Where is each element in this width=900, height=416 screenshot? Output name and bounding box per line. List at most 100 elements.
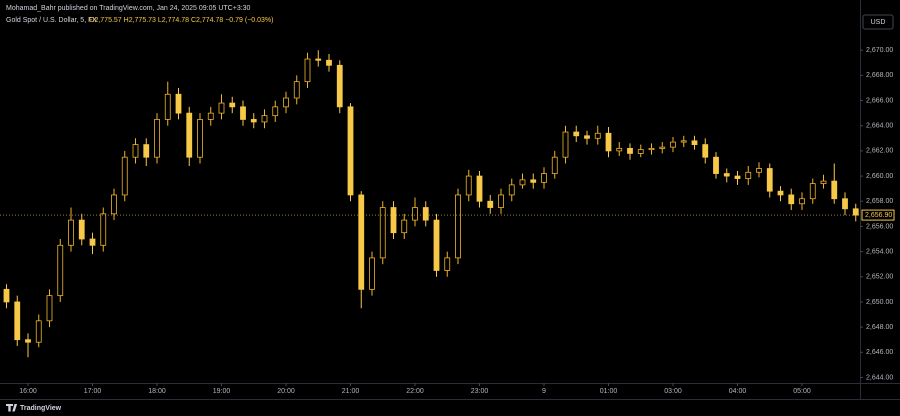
candle-body (842, 198, 848, 210)
candle-body (283, 97, 289, 108)
candle-body (89, 238, 96, 246)
candle-body (347, 106, 354, 196)
y-tick-label: 2,656.00 (866, 223, 893, 230)
candle-body (541, 173, 547, 183)
candle-body (799, 198, 805, 205)
candle-body (465, 175, 472, 196)
x-tick-label: 20:00 (277, 388, 295, 395)
candle-body (315, 58, 322, 61)
last-price-box (861, 209, 895, 221)
candle-body (207, 112, 214, 120)
candle-body (390, 207, 397, 234)
candle-body (637, 149, 644, 154)
candle-body (272, 106, 279, 117)
candle-body (820, 180, 827, 185)
candle-body (186, 112, 193, 158)
x-tick-label: 05:00 (793, 388, 811, 395)
candle-body (35, 320, 42, 343)
candle-body (336, 64, 343, 108)
publisher: Mohamad_Bahr published on TradingView.co… (6, 5, 251, 12)
candle-body (14, 301, 21, 341)
candle-body (627, 147, 633, 154)
x-tick-label: 03:00 (664, 388, 682, 395)
candle-body (68, 219, 74, 246)
candle-body (444, 257, 451, 271)
candle-body (831, 180, 838, 200)
candle-body (562, 131, 569, 158)
candle-body (777, 190, 784, 196)
candle-body (121, 156, 128, 196)
symbol-title: Gold Spot / U.S. Dollar, 5, FX (6, 17, 97, 24)
candle-body (648, 147, 655, 151)
candle-body (670, 141, 676, 148)
candle-body (369, 257, 375, 290)
candle-body (455, 194, 461, 259)
currency-button[interactable] (862, 14, 894, 30)
candle-body (3, 288, 10, 303)
candle-body (100, 213, 107, 246)
candle-body (197, 119, 203, 158)
candle-body (852, 208, 859, 216)
x-tick-label: 9 (542, 388, 546, 395)
candle-body (616, 147, 623, 152)
x-tick-label: 18:00 (148, 388, 166, 395)
candle-body (508, 184, 515, 196)
candle-body (57, 244, 64, 297)
candle-body (519, 179, 526, 186)
candle-body (78, 219, 85, 240)
candle-body (498, 194, 504, 208)
y-tick-label: 2,660.00 (866, 173, 893, 180)
x-tick-label: 16:00 (19, 388, 37, 395)
x-tick-label: 01:00 (600, 388, 618, 395)
candle-body (487, 200, 494, 208)
candle-body (229, 102, 236, 108)
candle-body (111, 194, 117, 215)
candle-body (551, 156, 558, 174)
y-tick-label: 2,654.00 (866, 248, 893, 255)
candle-body (164, 93, 171, 120)
candle-body (723, 173, 730, 177)
x-tick-label: 17:00 (84, 388, 102, 395)
candle-body (745, 171, 752, 179)
ohlc-legend: O2,775.57 H2,775.73 L2,774.78 C2,774.78 … (89, 17, 273, 24)
x-tick-label: 21:00 (342, 388, 360, 395)
last-price-label: 2,656.90 (865, 212, 892, 219)
candle-body (659, 146, 666, 149)
candle-body (680, 140, 687, 143)
candle-body (358, 194, 365, 290)
footer-brand: TradingView (20, 405, 62, 412)
x-tick-label: 04:00 (729, 388, 747, 395)
candle-body (734, 175, 741, 179)
candle-body (691, 140, 698, 146)
candle-body (422, 207, 429, 221)
x-tick-label: 22:00 (406, 388, 424, 395)
candle-body (573, 131, 580, 137)
candle-body (250, 119, 257, 123)
y-tick-label: 2,670.00 (866, 47, 893, 54)
y-tick-label: 2,668.00 (866, 72, 893, 79)
candle-body (293, 81, 300, 99)
candle-body (46, 295, 53, 322)
candle-body (766, 168, 773, 192)
candle-body (401, 219, 408, 234)
candle-body (218, 102, 225, 114)
candle-body (713, 156, 719, 174)
candle-body (240, 106, 246, 120)
candle-body (433, 219, 440, 271)
candle-body (261, 115, 268, 123)
y-tick-label: 2,648.00 (866, 324, 893, 331)
candle-body (594, 132, 601, 139)
y-tick-label: 2,644.00 (866, 374, 893, 381)
candle-body (304, 58, 311, 83)
candle-body (788, 194, 795, 205)
y-tick-label: 2,664.00 (866, 123, 893, 130)
candle-body (412, 207, 418, 221)
candle-body (756, 168, 762, 173)
candle-body (379, 207, 386, 259)
candle-body (143, 144, 150, 158)
candle-body (605, 132, 612, 152)
currency-label[interactable]: USD (871, 19, 886, 26)
